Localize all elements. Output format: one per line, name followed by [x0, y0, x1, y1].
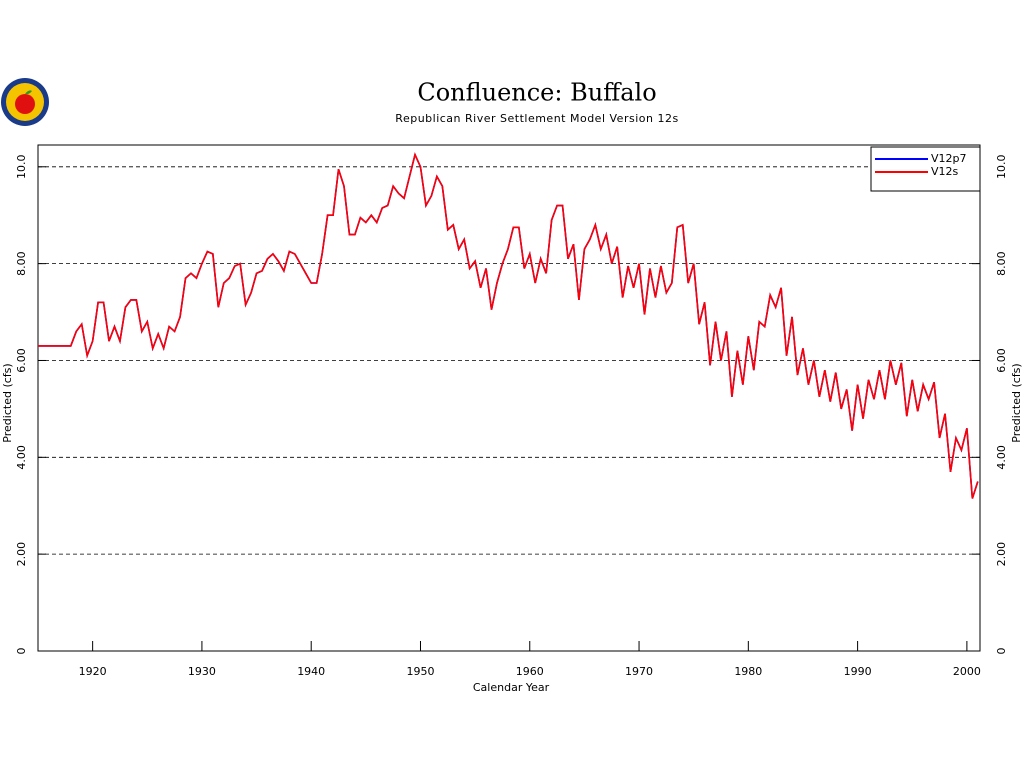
- y-tick-label: 10.0: [15, 155, 28, 180]
- legend-box: [870, 146, 981, 192]
- logo: [1, 78, 49, 126]
- x-tick-label: 2000: [953, 665, 981, 678]
- logo-apple: [15, 94, 35, 114]
- y-axis-label: Predicted (cfs): [1, 363, 14, 442]
- x-tick-label: 1990: [844, 665, 872, 678]
- y-tick-label: 6.00: [15, 348, 28, 373]
- x-axis-label: Calendar Year: [473, 681, 550, 694]
- logo-leaf: [25, 90, 32, 95]
- x-tick-label: 1970: [625, 665, 653, 678]
- y-tick-label: 8.00: [15, 251, 28, 276]
- y-tick-label: 4.00: [15, 445, 28, 470]
- x-tick-label: 1980: [734, 665, 762, 678]
- chart-subtitle: Republican River Settlement Model Versio…: [395, 112, 678, 125]
- chart-title: Confluence: Buffalo: [417, 79, 656, 107]
- legend-label: V12s: [931, 165, 959, 178]
- x-tick-label: 1960: [516, 665, 544, 678]
- x-tick-label: 1930: [188, 665, 216, 678]
- x-tick-label: 1950: [406, 665, 434, 678]
- series-line: [38, 152, 979, 499]
- y-tick-label: 2.00: [15, 542, 28, 567]
- legend-label: V12p7: [931, 152, 967, 165]
- y2-tick-label: 0: [995, 648, 1008, 655]
- x-tick-label: 1940: [297, 665, 325, 678]
- y2-tick-label: 4.00: [995, 445, 1008, 470]
- y2-tick-label: 10.0: [995, 155, 1008, 180]
- plot-frame: [37, 144, 981, 652]
- series-line: [38, 152, 979, 499]
- y2-tick-label: 6.00: [995, 348, 1008, 373]
- y2-axis-label: Predicted (cfs): [1010, 363, 1023, 442]
- y2-tick-label: 2.00: [995, 542, 1008, 567]
- x-tick-label: 1920: [79, 665, 107, 678]
- y-tick-label: 0: [15, 648, 28, 655]
- y2-tick-label: 8.00: [995, 251, 1008, 276]
